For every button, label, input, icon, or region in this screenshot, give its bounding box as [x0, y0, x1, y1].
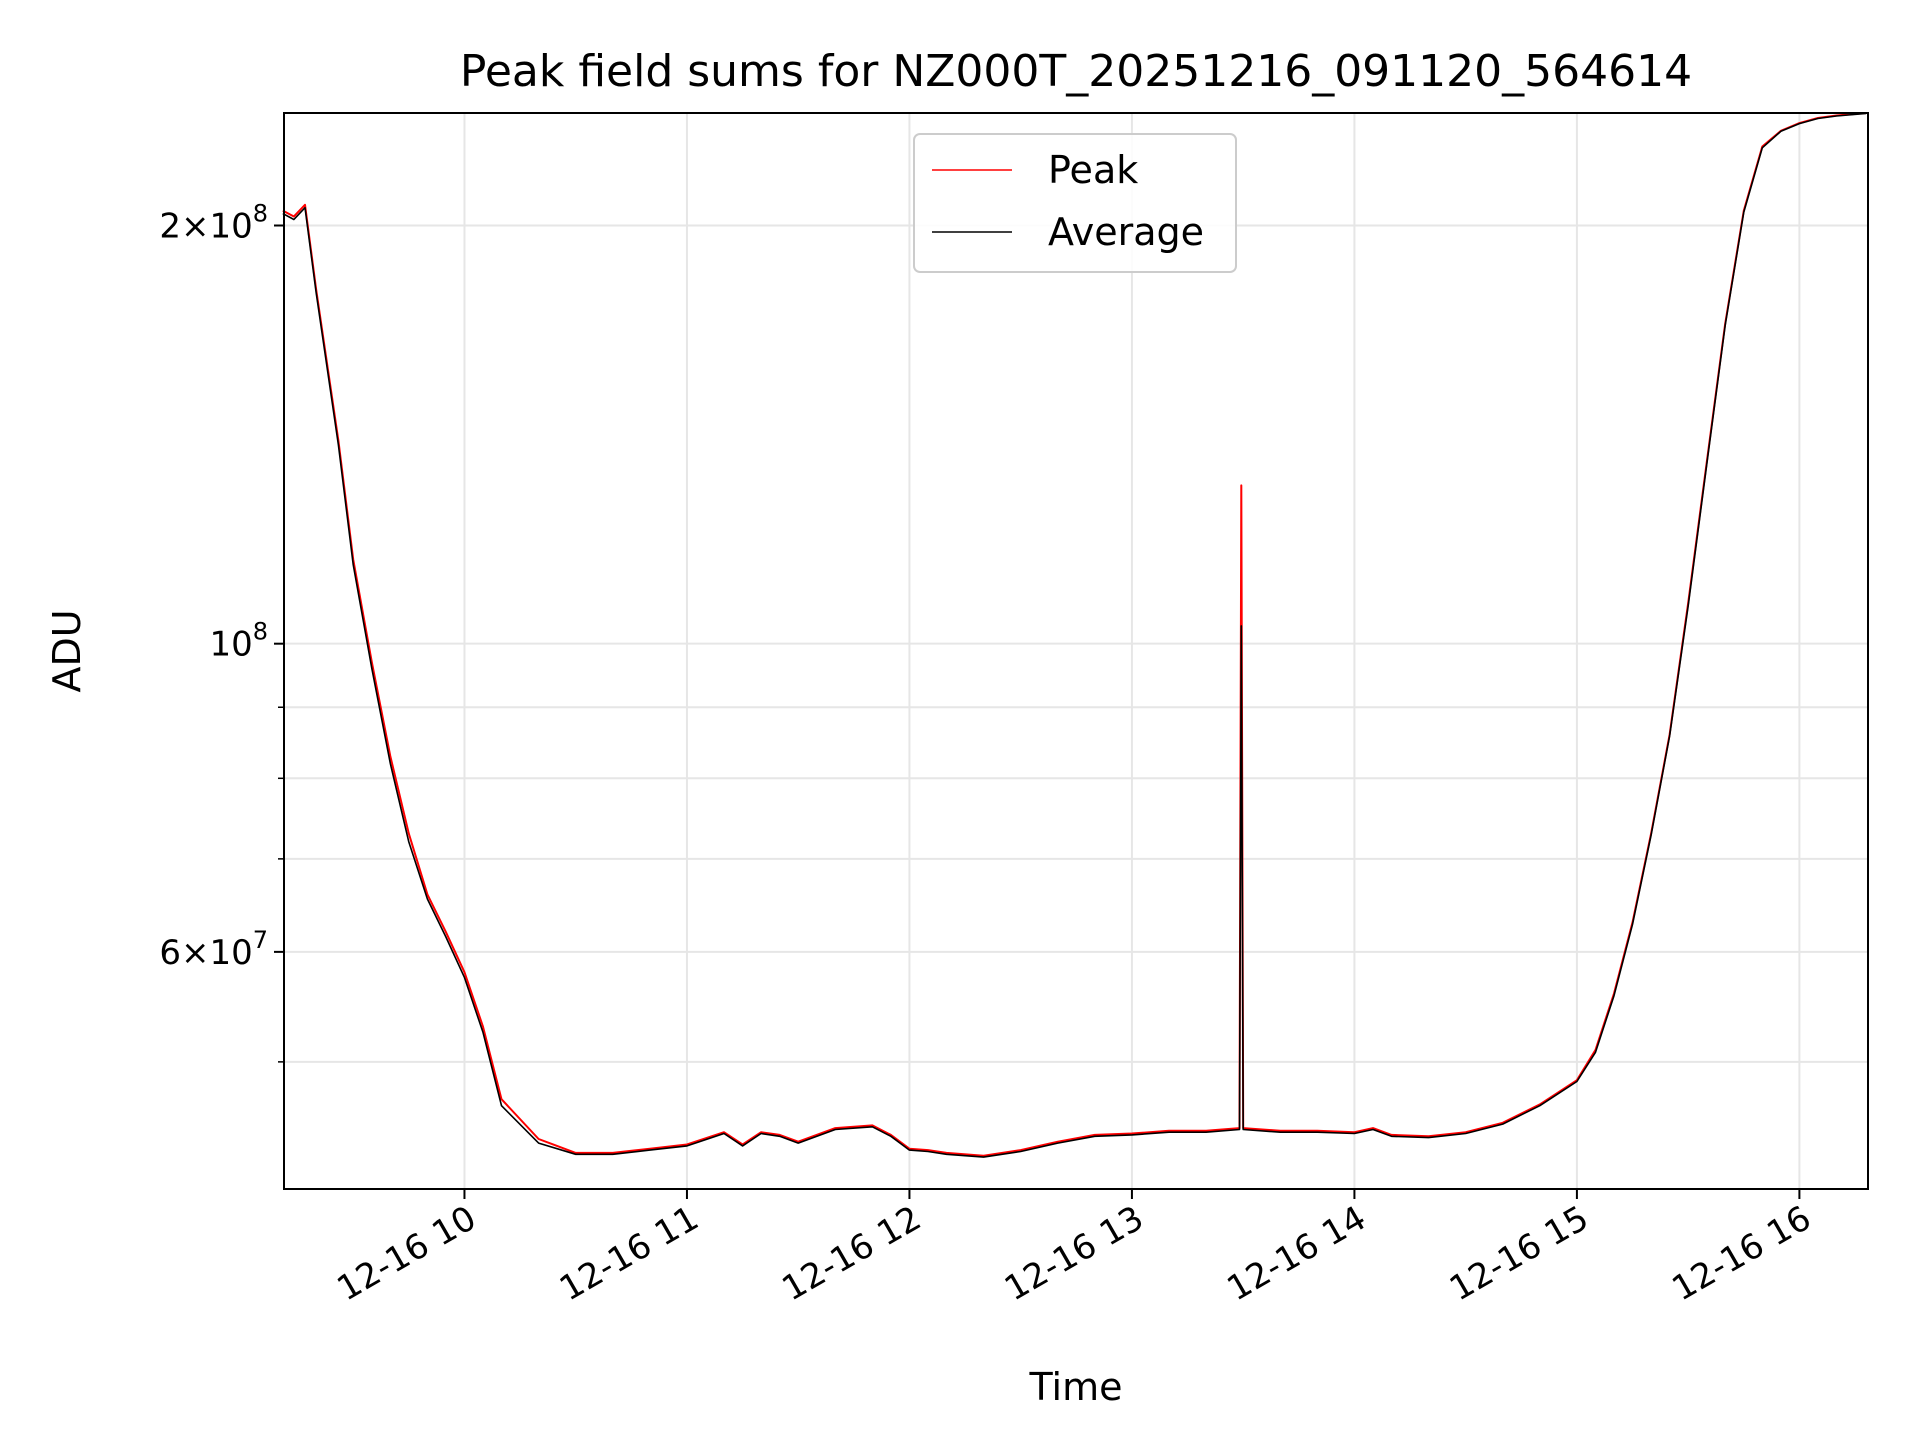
- chart-title: Peak field sums for NZ000T_20251216_0911…: [460, 46, 1692, 97]
- series-layer: [282, 112, 1867, 1158]
- legend: Peak Average: [913, 133, 1237, 273]
- grid-layer: [284, 113, 1868, 1189]
- y-axis-label: ADU: [45, 609, 89, 692]
- series-line-average: [282, 112, 1867, 1158]
- legend-box: [913, 133, 1237, 273]
- x-axis-label: Time: [1029, 1365, 1123, 1409]
- y-tick-label: 108: [209, 618, 268, 665]
- legend-label-peak: Peak: [1048, 148, 1138, 192]
- y-tick-label: 6×107: [159, 926, 268, 973]
- y-tick-label: 2×108: [159, 200, 268, 247]
- legend-label-average: Average: [1048, 210, 1204, 254]
- plot-area-frame: [283, 112, 1869, 1190]
